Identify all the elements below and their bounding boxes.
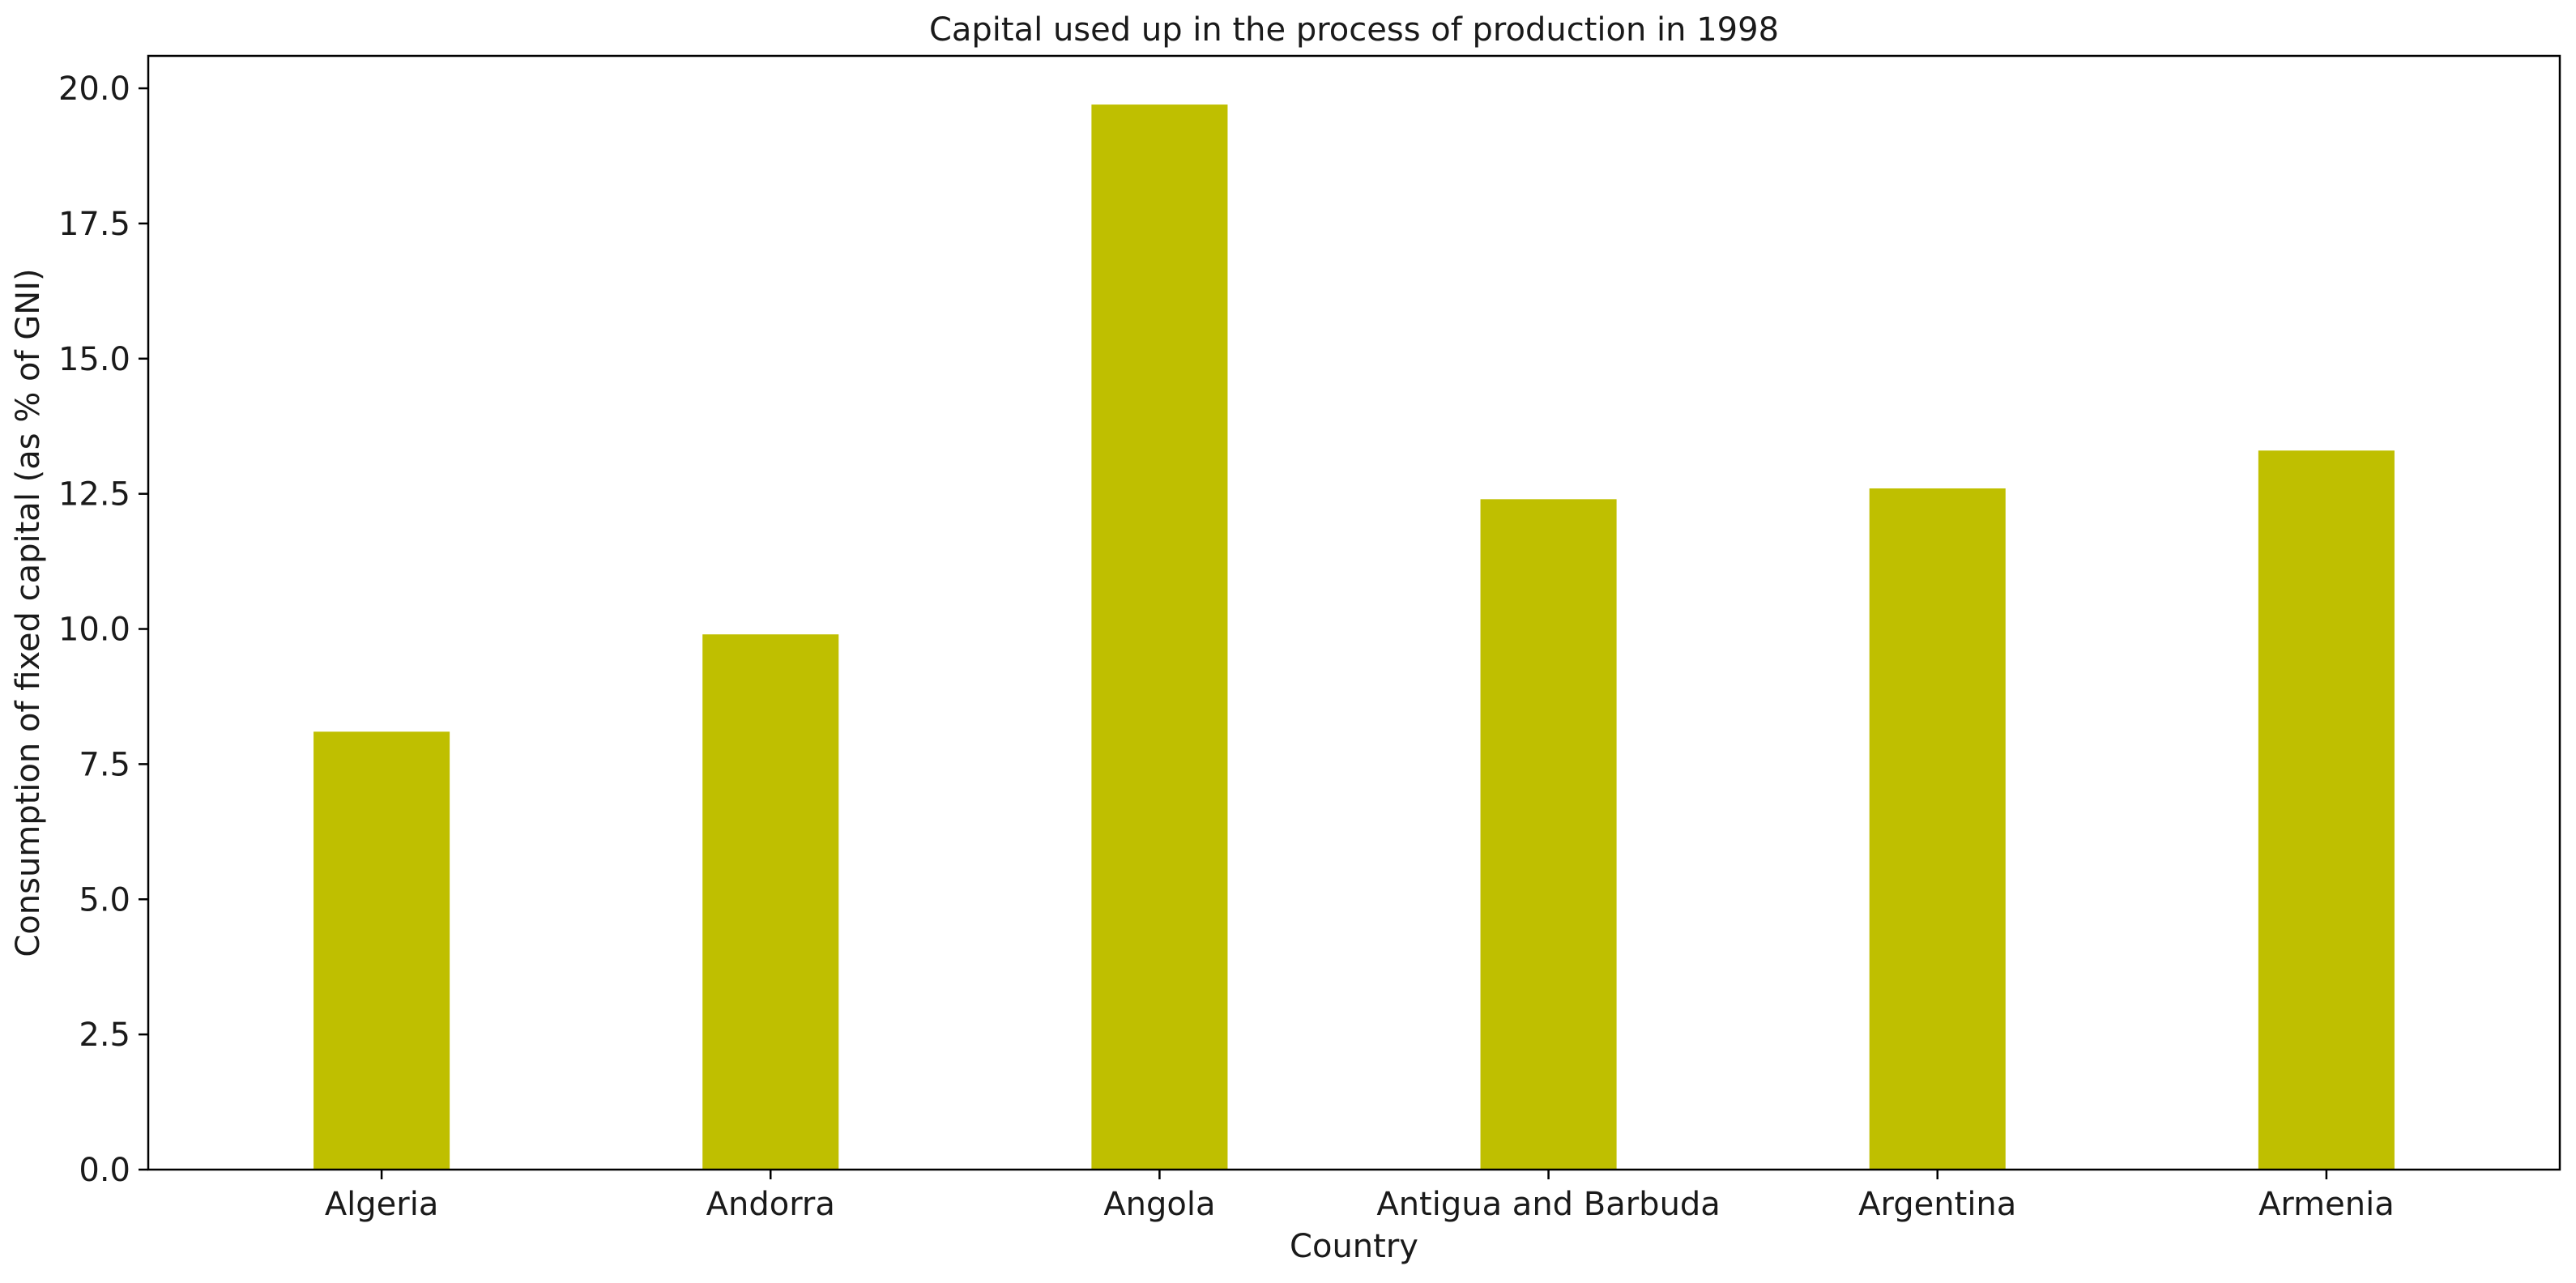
x-tick-label: Algeria: [325, 1186, 439, 1223]
bar-algeria: [313, 731, 450, 1170]
x-tick-label: Angola: [1103, 1186, 1215, 1223]
bar-armenia: [2258, 450, 2395, 1170]
y-tick-label: 12.5: [58, 476, 130, 514]
x-tick-label: Armenia: [2258, 1186, 2395, 1223]
x-tick-label: Andorra: [706, 1186, 835, 1223]
y-axis-ticks: 0.0 2.5 5.0 7.5 10.0 12.5 15.0 17.5 20.0: [58, 70, 148, 1189]
y-tick-label: 7.5: [79, 746, 130, 783]
x-tick-label: Antigua and Barbuda: [1376, 1186, 1721, 1223]
bar-argentina: [1869, 488, 2006, 1170]
x-axis-ticks: Algeria Andorra Angola Antigua and Barbuda A…: [325, 1170, 2395, 1223]
y-tick-label: 10.0: [58, 612, 130, 649]
y-tick-label: 20.0: [58, 70, 130, 108]
chart-title: Capital used up in the process of produc…: [929, 11, 1779, 49]
y-tick-label: 2.5: [79, 1017, 130, 1054]
bar-andorra: [702, 634, 839, 1170]
x-axis-label: Country: [1290, 1228, 1418, 1265]
y-tick-label: 0.0: [79, 1152, 130, 1189]
bars-group: [313, 104, 2395, 1170]
y-axis-label: Consumption of fixed capital (as % of GN…: [10, 268, 47, 957]
y-tick-label: 15.0: [58, 341, 130, 378]
y-tick-label: 17.5: [58, 206, 130, 243]
plot-frame: [147, 54, 2561, 1171]
y-tick-label: 5.0: [79, 881, 130, 919]
bar-angola: [1091, 104, 1228, 1170]
bar-antigua-and-barbuda: [1480, 499, 1617, 1170]
x-tick-label: Argentina: [1858, 1186, 2016, 1223]
